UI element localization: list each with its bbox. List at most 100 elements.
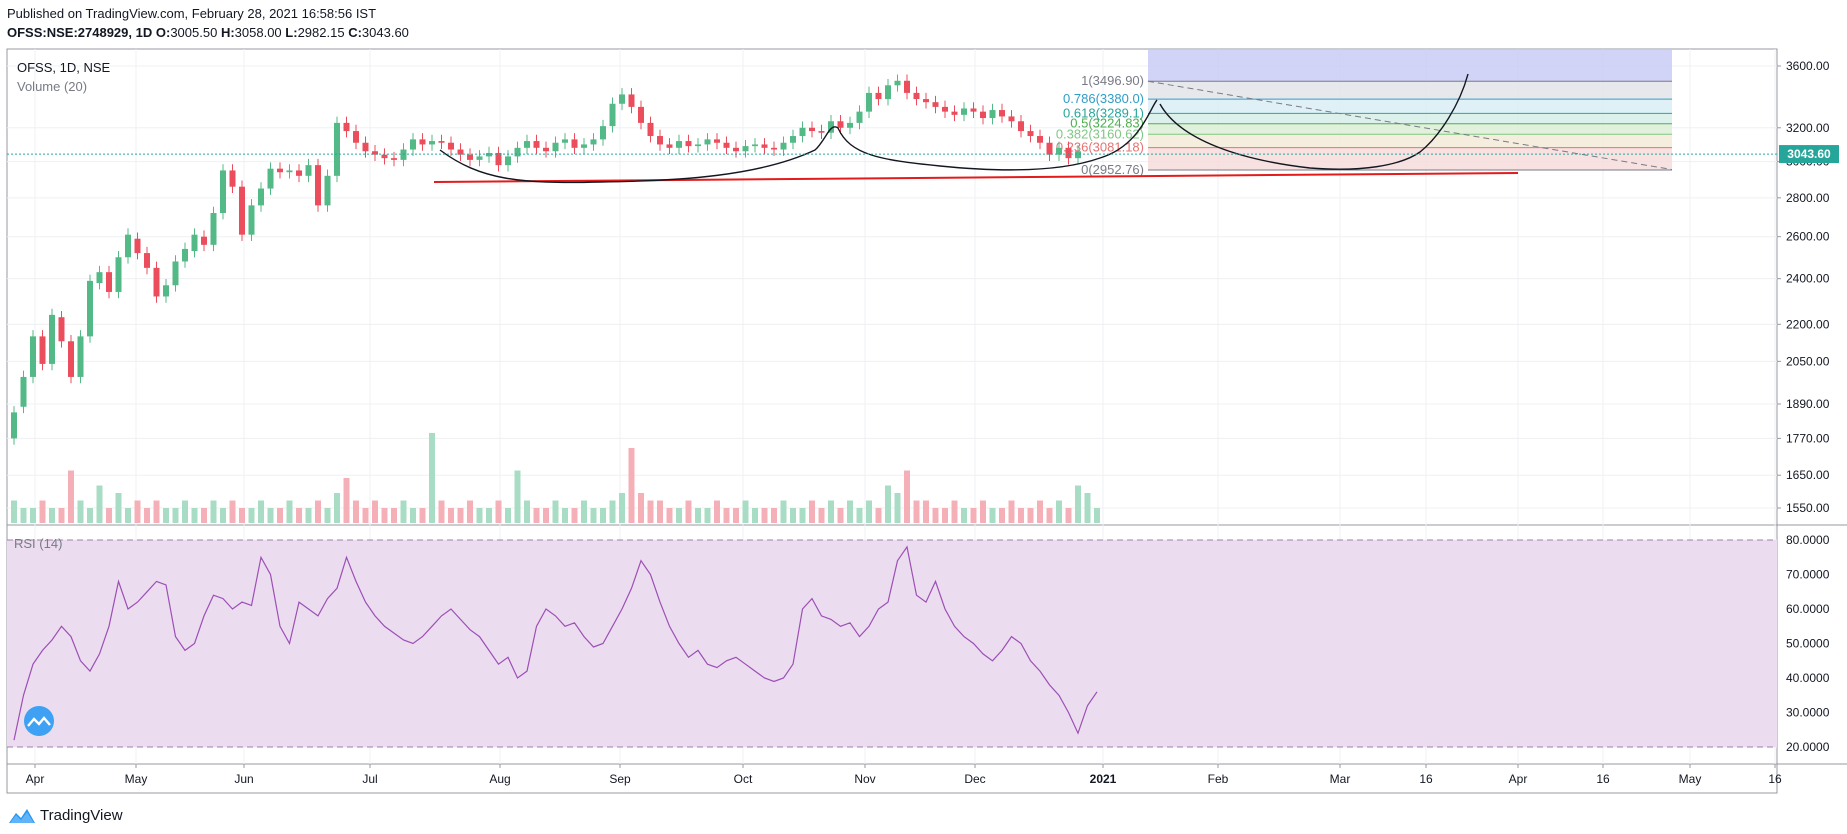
price-tick-label: 3200.00 — [1786, 121, 1830, 135]
time-tick-label: Sep — [609, 772, 631, 786]
candle-body — [324, 175, 331, 206]
price-tick-label: 2050.00 — [1786, 354, 1830, 368]
volume-bar — [1008, 500, 1015, 523]
ohlc-line: OFSS:NSE:2748929, 1D O:3005.50 H:3058.00… — [7, 25, 409, 40]
volume-bar — [20, 508, 27, 523]
volume-bar — [258, 500, 264, 523]
legend-symbol: OFSS, 1D, NSE — [17, 60, 111, 75]
volume-bar — [790, 508, 796, 523]
candle-body — [467, 154, 473, 160]
candle-body — [923, 99, 929, 103]
volume-bar — [761, 508, 768, 523]
volume-bar — [989, 508, 996, 523]
candle-body — [600, 126, 606, 140]
candle-body — [809, 127, 815, 132]
candle-body — [875, 92, 882, 100]
fib-level-label: 1(3496.90) — [1081, 73, 1144, 88]
candle-body — [381, 154, 388, 159]
volume-bar — [600, 508, 606, 523]
volume-bar — [419, 508, 426, 523]
candle-body — [533, 141, 540, 148]
candle-body — [115, 257, 122, 292]
last-price-tag — [1779, 145, 1839, 164]
candle-body — [163, 285, 169, 297]
candle-body — [1008, 116, 1015, 122]
rsi-tick-label: 60.0000 — [1786, 602, 1830, 616]
volume-bar — [609, 500, 616, 523]
rsi-tick-label: 40.0000 — [1786, 671, 1830, 685]
fib-zone — [1148, 147, 1672, 170]
candle-body — [752, 144, 758, 147]
candle-body — [20, 376, 27, 407]
volume-bar — [619, 493, 625, 523]
candle-body — [799, 127, 806, 137]
volume-bar — [239, 508, 245, 523]
volume-bar — [58, 508, 65, 523]
volume-bar — [894, 493, 901, 523]
volume-bar — [904, 470, 910, 523]
low-label: L: — [285, 25, 298, 40]
volume-bar — [1056, 500, 1062, 523]
drawings — [433, 73, 1519, 184]
rsi-series-line — [13, 545, 1098, 741]
candle-body — [913, 92, 920, 100]
high-value: 3058.00 — [234, 25, 282, 40]
volume-bar — [448, 508, 454, 523]
volume-bar — [362, 508, 369, 523]
candle-body — [438, 141, 445, 143]
candle-body — [951, 111, 958, 115]
volume-bar — [695, 508, 701, 523]
candle-body — [267, 168, 274, 189]
candle-body — [476, 156, 483, 160]
candle-body — [543, 147, 549, 152]
volume-bar — [666, 508, 673, 523]
candle-body — [866, 92, 872, 112]
candle-body — [904, 80, 910, 93]
volume-bar — [951, 500, 958, 523]
candle-body — [96, 272, 103, 284]
price-tick-label: 1890.00 — [1786, 397, 1830, 411]
fib-level-label: 0(2952.76) — [1081, 162, 1144, 177]
fib-retracement[interactable]: 1(3496.90) 0.786(3380.0)0.618(3289.1)0.5(… — [1056, 49, 1673, 177]
volume-bar — [676, 508, 682, 523]
volume-bar — [1094, 508, 1100, 523]
candle-body — [429, 141, 435, 145]
rsi-pane — [13, 545, 1098, 741]
volume-bar — [334, 493, 340, 523]
time-tick-label: May — [125, 772, 148, 786]
fib-level-label: 0.5(3224.83) — [1070, 116, 1144, 131]
candle-body — [191, 234, 198, 252]
volume-bar — [524, 500, 530, 523]
volume-bar — [771, 508, 777, 523]
volume-bar — [372, 500, 378, 523]
volume-bar — [134, 500, 141, 523]
candle-body — [229, 170, 236, 187]
time-tick-label: 2021 — [1090, 772, 1117, 786]
volume-bar — [438, 500, 445, 523]
candle-body — [30, 336, 36, 377]
candle-body — [619, 94, 625, 104]
time-tick-label: Nov — [854, 772, 875, 786]
candle-body — [989, 110, 996, 119]
cup-handle-curve-2 — [1159, 73, 1469, 170]
candle-body — [847, 122, 853, 128]
volume-bar — [809, 500, 815, 523]
candle-body — [894, 80, 901, 86]
time-tick-label: 16 — [1596, 772, 1610, 786]
footer-brand: TradingView — [8, 804, 123, 826]
volume-bar — [828, 500, 834, 523]
volume-bar — [657, 500, 663, 523]
time-tick-label: Mar — [1330, 772, 1351, 786]
fib-level-label: 0.382(3160.62) — [1056, 126, 1144, 141]
candle-body — [58, 317, 65, 342]
published-line: Published on TradingView.com, February 2… — [7, 6, 377, 21]
volume-bar — [818, 508, 825, 523]
volume-bar — [780, 500, 787, 523]
last-price-text: 3043.60 — [1787, 147, 1831, 161]
close-value: 3043.60 — [361, 25, 409, 40]
price-tick-label: 1550.00 — [1786, 501, 1830, 515]
volume-bar — [457, 508, 464, 523]
rsi-band — [7, 540, 1777, 747]
candle-body — [305, 165, 312, 176]
